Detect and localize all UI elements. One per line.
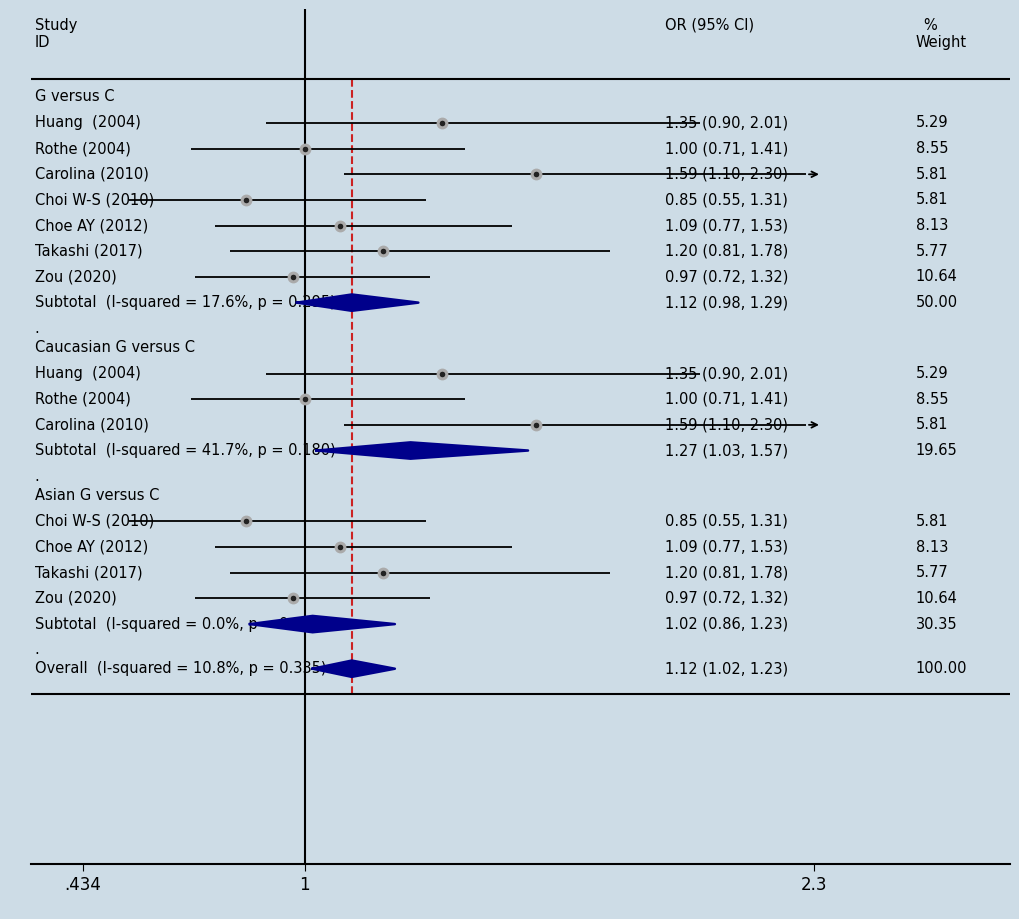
Text: .: . [35,321,39,335]
Text: 0.85 (0.55, 1.31): 0.85 (0.55, 1.31) [664,192,788,208]
Text: 10.64: 10.64 [915,269,957,285]
Polygon shape [297,294,418,311]
Text: %: % [923,17,936,32]
Text: 1.35 (0.90, 2.01): 1.35 (0.90, 2.01) [664,366,788,381]
Text: Takashi (2017): Takashi (2017) [35,565,142,580]
Text: ID: ID [35,35,50,50]
Text: 0.97 (0.72, 1.32): 0.97 (0.72, 1.32) [664,269,788,285]
Text: 1.20 (0.81, 1.78): 1.20 (0.81, 1.78) [664,565,788,580]
Text: 5.81: 5.81 [915,417,948,432]
Text: Caucasian G versus C: Caucasian G versus C [35,340,195,355]
Text: 5.29: 5.29 [915,366,948,381]
Text: 19.65: 19.65 [915,443,957,458]
Text: 5.81: 5.81 [915,192,948,208]
Text: 1.59 (1.10, 2.30): 1.59 (1.10, 2.30) [664,417,788,432]
Text: 1.02 (0.86, 1.23): 1.02 (0.86, 1.23) [664,617,788,631]
Text: 1.09 (0.77, 1.53): 1.09 (0.77, 1.53) [664,218,788,233]
Text: Carolina (2010): Carolina (2010) [35,417,148,432]
Text: 1.27 (1.03, 1.57): 1.27 (1.03, 1.57) [664,443,788,458]
Text: 1.00 (0.71, 1.41): 1.00 (0.71, 1.41) [664,142,788,156]
Text: 0.97 (0.72, 1.32): 0.97 (0.72, 1.32) [664,591,788,606]
Text: Subtotal  (I-squared = 0.0%, p = 0.670): Subtotal (I-squared = 0.0%, p = 0.670) [35,617,326,631]
Text: 10.64: 10.64 [915,591,957,606]
Text: 50.00: 50.00 [915,295,957,310]
Text: 1.12 (1.02, 1.23): 1.12 (1.02, 1.23) [664,661,788,676]
Text: Subtotal  (I-squared = 41.7%, p = 0.180): Subtotal (I-squared = 41.7%, p = 0.180) [35,443,335,458]
Text: Huang  (2004): Huang (2004) [35,116,141,130]
Text: Rothe (2004): Rothe (2004) [35,391,130,407]
Text: Choe AY (2012): Choe AY (2012) [35,539,148,554]
Text: 8.55: 8.55 [915,391,948,407]
Text: .: . [35,642,39,657]
Text: 1.20 (0.81, 1.78): 1.20 (0.81, 1.78) [664,244,788,259]
Text: 8.13: 8.13 [915,539,948,554]
Text: 8.55: 8.55 [915,142,948,156]
Text: 5.29: 5.29 [915,116,948,130]
Text: 8.13: 8.13 [915,218,948,233]
Text: Choi W-S (2010): Choi W-S (2010) [35,192,154,208]
Text: 1.00 (0.71, 1.41): 1.00 (0.71, 1.41) [664,391,788,407]
Text: Study: Study [35,17,76,32]
Text: Choi W-S (2010): Choi W-S (2010) [35,514,154,529]
Text: 5.81: 5.81 [915,514,948,529]
Text: Weight: Weight [915,35,966,50]
Text: 5.81: 5.81 [915,166,948,182]
Text: Overall  (I-squared = 10.8%, p = 0.335): Overall (I-squared = 10.8%, p = 0.335) [35,661,326,676]
Text: Takashi (2017): Takashi (2017) [35,244,142,259]
Text: Asian G versus C: Asian G versus C [35,488,159,503]
Text: Zou (2020): Zou (2020) [35,269,116,285]
Text: 1.59 (1.10, 2.30): 1.59 (1.10, 2.30) [664,166,788,182]
Text: 1.35 (0.90, 2.01): 1.35 (0.90, 2.01) [664,116,788,130]
Text: 100.00: 100.00 [915,661,966,676]
Text: Choe AY (2012): Choe AY (2012) [35,218,148,233]
Text: Rothe (2004): Rothe (2004) [35,142,130,156]
Polygon shape [316,442,528,459]
Text: G versus C: G versus C [35,89,114,104]
Text: 5.77: 5.77 [915,244,948,259]
Text: Subtotal  (I-squared = 17.6%, p = 0.295): Subtotal (I-squared = 17.6%, p = 0.295) [35,295,335,310]
Text: Carolina (2010): Carolina (2010) [35,166,148,182]
Text: Huang  (2004): Huang (2004) [35,366,141,381]
Text: 1.12 (0.98, 1.29): 1.12 (0.98, 1.29) [664,295,788,310]
Text: 30.35: 30.35 [915,617,957,631]
Polygon shape [250,616,394,632]
Polygon shape [312,661,394,677]
Text: 5.77: 5.77 [915,565,948,580]
Text: OR (95% CI): OR (95% CI) [664,17,753,32]
Text: 0.85 (0.55, 1.31): 0.85 (0.55, 1.31) [664,514,788,529]
Text: 1.09 (0.77, 1.53): 1.09 (0.77, 1.53) [664,539,788,554]
Text: .: . [35,469,39,483]
Text: Zou (2020): Zou (2020) [35,591,116,606]
